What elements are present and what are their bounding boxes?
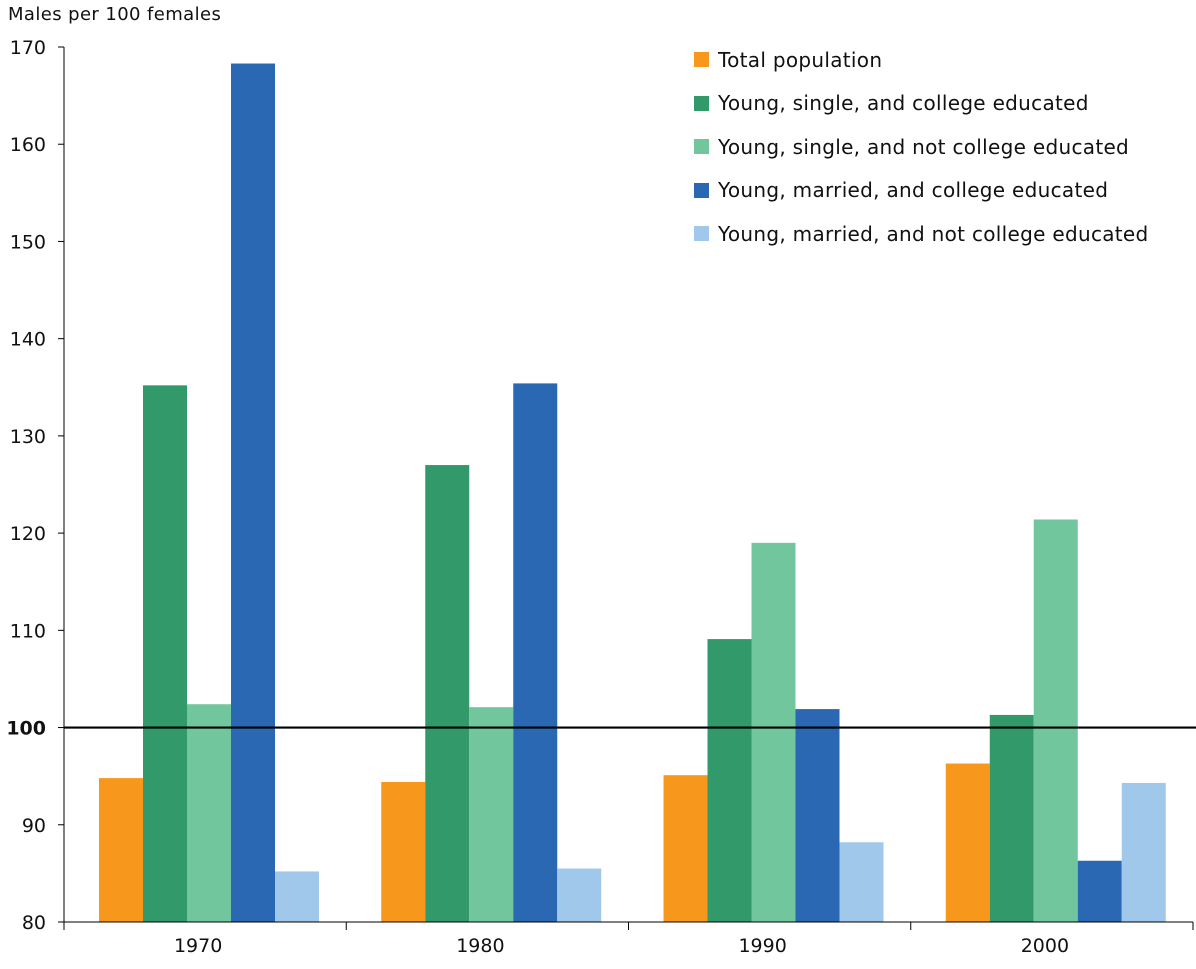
legend-swatch	[694, 95, 709, 111]
legend-item: Young, married, and not college educated	[694, 212, 1149, 256]
bar-1990-series-5	[839, 842, 884, 922]
y-tick-label: 90	[22, 815, 46, 837]
legend-item: Young, married, and college educated	[694, 169, 1149, 213]
legend-item: Young, single, and not college educated	[694, 125, 1149, 169]
x-tick-label: 1990	[738, 935, 786, 957]
y-tick-label: 140	[10, 329, 46, 351]
bar-1970-series-4	[231, 63, 275, 923]
bar-2000-series-5	[1121, 782, 1166, 922]
legend-item: Young, single, and college educated	[694, 82, 1149, 126]
y-axis-title: Males per 100 females	[8, 4, 222, 25]
legend-swatch	[694, 182, 709, 198]
x-tick-label: 1970	[174, 935, 222, 957]
legend: Total population Young, single, and colle…	[694, 38, 1149, 256]
bar-1970-series-5	[275, 871, 319, 922]
y-tick-label: 130	[10, 426, 46, 448]
bar-2000-series-4	[1077, 860, 1122, 922]
bars-layer	[99, 63, 1166, 923]
legend-label: Total population	[718, 47, 883, 72]
bar-1990-series-3	[751, 542, 796, 922]
axis-layer	[58, 46, 1194, 930]
legend-swatch	[694, 226, 709, 242]
bar-2000-series-1	[945, 763, 990, 922]
legend-swatch	[694, 139, 709, 155]
y-tick-label: 150	[10, 231, 46, 253]
bar-1980-series-4	[513, 383, 558, 922]
legend-item: Total population	[694, 38, 1149, 82]
legend-label: Young, married, and college educated	[718, 178, 1109, 203]
bar-1980-series-2	[425, 465, 470, 922]
y-tick-label: 100	[6, 718, 46, 740]
legend-label: Young, married, and not college educated	[718, 221, 1149, 246]
bar-1990-series-1	[663, 775, 708, 922]
y-tick-label: 80	[22, 912, 46, 934]
bar-1970-series-1	[99, 778, 143, 922]
bar-1980-series-3	[469, 707, 514, 922]
legend-label: Young, single, and not college educated	[718, 134, 1130, 159]
bar-1970-series-2	[143, 385, 187, 922]
bar-2000-series-3	[1033, 519, 1078, 922]
bar-1980-series-1	[381, 782, 426, 922]
x-tick-label: 2000	[1021, 935, 1069, 957]
y-tick-label: 170	[10, 37, 46, 59]
bar-1980-series-5	[557, 868, 602, 922]
bar-1970-series-3	[187, 704, 231, 922]
y-tick-label: 120	[10, 523, 46, 545]
y-tick-label: 110	[10, 620, 46, 642]
x-tick-label: 1980	[456, 935, 504, 957]
labels-layer: 80 90 100 110 120 130 140 150 160 170 1970 1980 1990…	[6, 37, 1069, 957]
legend-swatch	[694, 52, 709, 68]
bar-2000-series-2	[989, 714, 1034, 922]
legend-label: Young, single, and college educated	[718, 91, 1089, 116]
y-tick-label: 160	[10, 134, 46, 156]
bar-1990-series-2	[707, 639, 752, 922]
bar-1990-series-4	[795, 709, 840, 922]
